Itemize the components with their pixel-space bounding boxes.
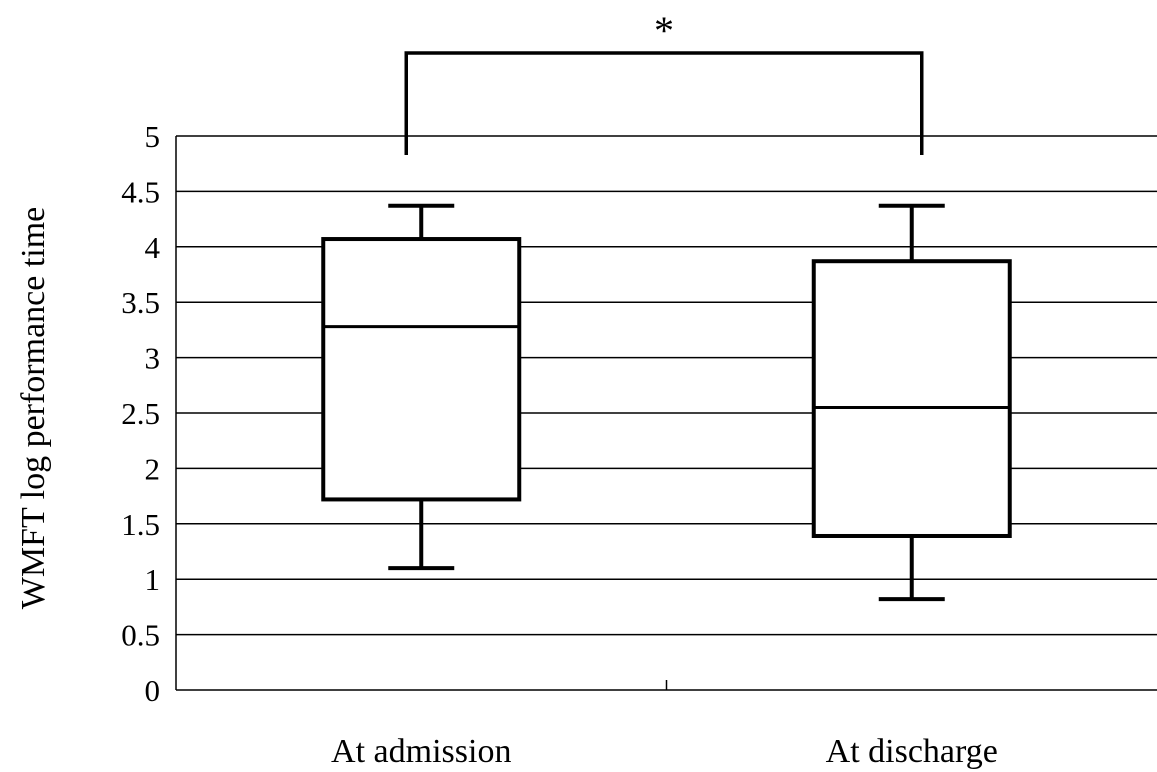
category-labels: At admission At discharge	[331, 733, 998, 770]
y-axis-label: WMFT log performance time	[15, 207, 52, 610]
y-tick-label: 0	[145, 673, 161, 708]
y-tick-label: 3	[145, 341, 161, 376]
significance-bracket: *	[404, 8, 924, 155]
iqr-box	[321, 237, 522, 502]
y-tick-label: 3.5	[121, 285, 160, 320]
category-label: At admission	[331, 733, 511, 770]
y-tick-label: 2.5	[121, 396, 160, 431]
y-tick-label: 5	[145, 119, 161, 154]
iqr-box	[811, 259, 1012, 538]
axes	[175, 136, 1157, 691]
box-1	[321, 203, 522, 571]
category-label: At discharge	[826, 733, 998, 770]
y-tick-label: 1.5	[121, 507, 160, 542]
y-tick-label: 4.5	[121, 174, 160, 209]
boxes	[321, 203, 1012, 602]
y-tick-label: 1	[145, 562, 161, 597]
y-tick-label: 2	[145, 451, 161, 486]
y-tick-label: 0.5	[121, 618, 160, 653]
significance-line	[404, 51, 924, 155]
y-tick-labels: 0 0.5 1 1.5 2 2.5 3 3.5 4 4.5 5	[121, 119, 160, 708]
significance-marker: *	[654, 8, 674, 53]
y-tick-label: 4	[145, 230, 161, 265]
box-2	[811, 203, 1012, 602]
